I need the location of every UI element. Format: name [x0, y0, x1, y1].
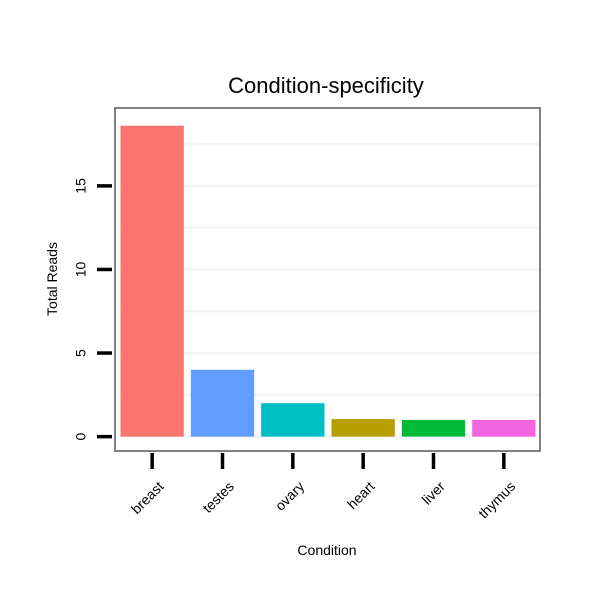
y-tick-label: 5 [73, 349, 89, 357]
chart-title: Condition-specificity [228, 73, 424, 98]
x-axis: breast testes ovary heart liver thymus [128, 453, 518, 521]
x-tick-label: ovary [272, 478, 308, 514]
bar-breast [120, 125, 184, 437]
y-axis-label: Total Reads [44, 242, 60, 316]
plot-frame [114, 107, 541, 452]
x-tick-label: liver [419, 478, 449, 508]
x-tick-label: testes [199, 478, 237, 516]
y-tick-label: 10 [73, 261, 89, 277]
bar-testes [190, 369, 255, 437]
x-axis-label: Condition [297, 542, 356, 558]
y-tick-label: 0 [73, 433, 89, 441]
y-tick-label: 15 [73, 178, 89, 194]
grid-lines [117, 142, 539, 438]
bar-liver [401, 419, 466, 437]
bar-heart [331, 419, 395, 437]
x-tick-label: breast [128, 478, 167, 517]
x-tick-label: thymus [475, 478, 518, 521]
x-tick-label: heart [344, 478, 378, 512]
bar-ovary [261, 403, 325, 437]
y-axis: 0 5 10 15 [73, 178, 112, 441]
bar-thymus [472, 419, 536, 437]
bars [120, 125, 536, 437]
